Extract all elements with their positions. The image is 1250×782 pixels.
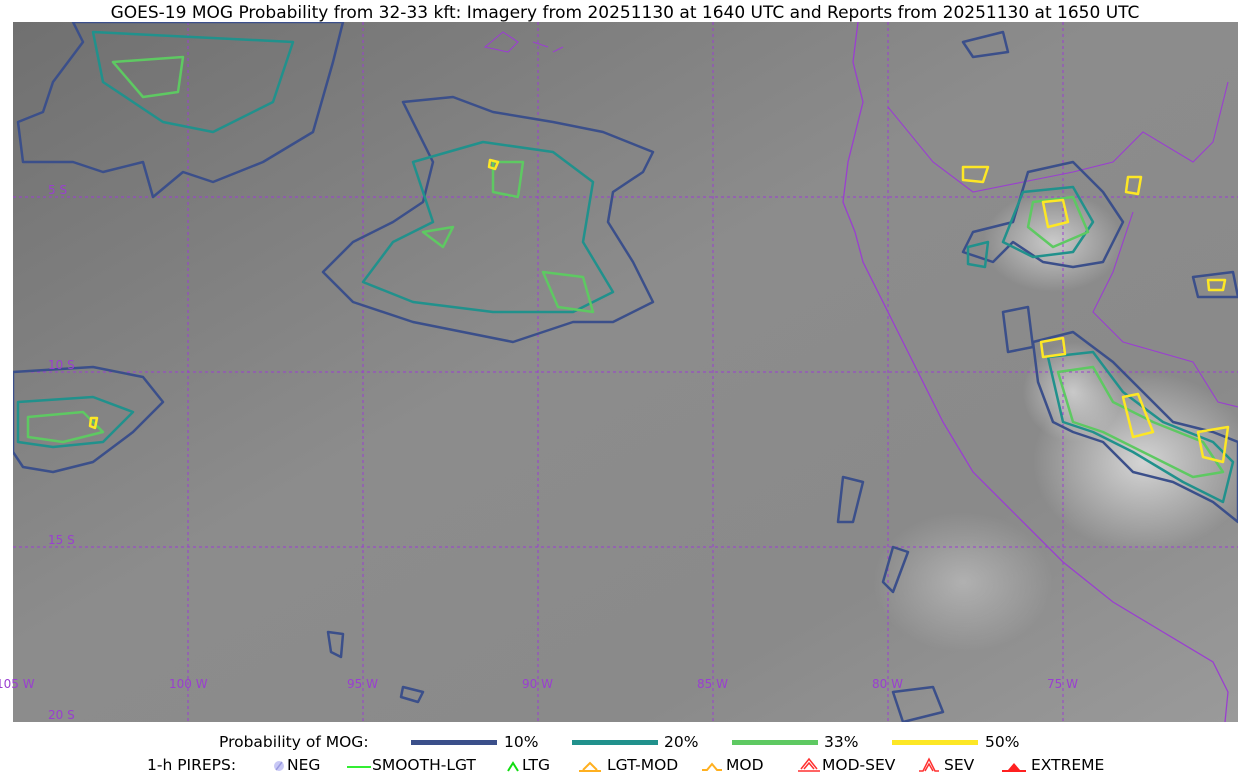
country-border: [887, 81, 1239, 408]
mog-33-label: 33%: [824, 733, 859, 751]
lon-label-85w: 85 W: [697, 677, 728, 691]
lon-label-90w: 90 W: [522, 677, 553, 691]
pirep-ltg-label: LTG: [522, 756, 550, 774]
contour-50pct: [88, 158, 1230, 464]
mog-50-label: 50%: [985, 733, 1020, 751]
lon-label-95w: 95 W: [347, 677, 378, 691]
lon-label-80w: 80 W: [872, 677, 903, 691]
pirep-extreme-label: EXTREME: [1031, 756, 1105, 774]
mod-sev-double-caret-bar-icon: [798, 757, 820, 772]
contour-10pct: [11, 20, 1240, 724]
pirep-lgt-mod-label: LGT-MOD: [607, 756, 679, 774]
smooth-lgt-line-icon: [347, 766, 371, 768]
mog-10-label: 10%: [504, 733, 539, 751]
coastline: [842, 21, 1229, 723]
ltg-caret-icon: [507, 761, 519, 772]
mog-50-swatch: [892, 740, 978, 745]
map-canvas: [11, 20, 1250, 724]
contour-20pct: [16, 30, 1235, 504]
mog-legend-label: Probability of MOG:: [219, 733, 369, 751]
pirep-legend-label: 1-h PIREPS:: [147, 756, 237, 774]
sev-double-caret-icon: [919, 757, 939, 772]
pirep-neg-label: NEG: [287, 756, 321, 774]
mog-10-swatch: [411, 740, 497, 745]
extreme-filled-triangle-icon: [1002, 763, 1026, 772]
mog-20-label: 20%: [664, 733, 699, 751]
pirep-mod-sev-label: MOD-SEV: [822, 756, 896, 774]
neg-circle-icon: [274, 761, 284, 771]
mog-contours: [11, 20, 1240, 724]
mog-33-swatch: [732, 740, 818, 745]
lon-label-100w: 100 W: [169, 677, 208, 691]
lat-label-20s: 20 S: [48, 708, 75, 722]
lon-label-105w: 105 W: [0, 677, 35, 691]
mod-caret-icon: [702, 762, 722, 771]
pirep-smooth-lgt-label: SMOOTH-LGT: [372, 756, 476, 774]
mog-20-swatch: [572, 740, 658, 745]
contour-33pct: [26, 55, 1225, 479]
pirep-mod-label: MOD: [726, 756, 764, 774]
island-outline: [483, 31, 564, 53]
satellite-map: 5 S 10 S 15 S 20 S 105 W 100 W 95 W 90 W…: [0, 20, 1250, 724]
lon-label-75w: 75 W: [1047, 677, 1078, 691]
lat-label-10s: 10 S: [48, 358, 75, 372]
cloud-region: [873, 512, 1053, 652]
lat-label-5s: 5 S: [48, 183, 68, 197]
pirep-sev-label: SEV: [944, 756, 975, 774]
lat-label-15s: 15 S: [48, 533, 75, 547]
lgt-mod-caret-bar-icon: [579, 761, 601, 772]
cloud-region: [983, 192, 1123, 292]
map-title: GOES-19 MOG Probability from 32-33 kft: …: [110, 3, 1140, 23]
cloud-region: [1023, 342, 1123, 442]
